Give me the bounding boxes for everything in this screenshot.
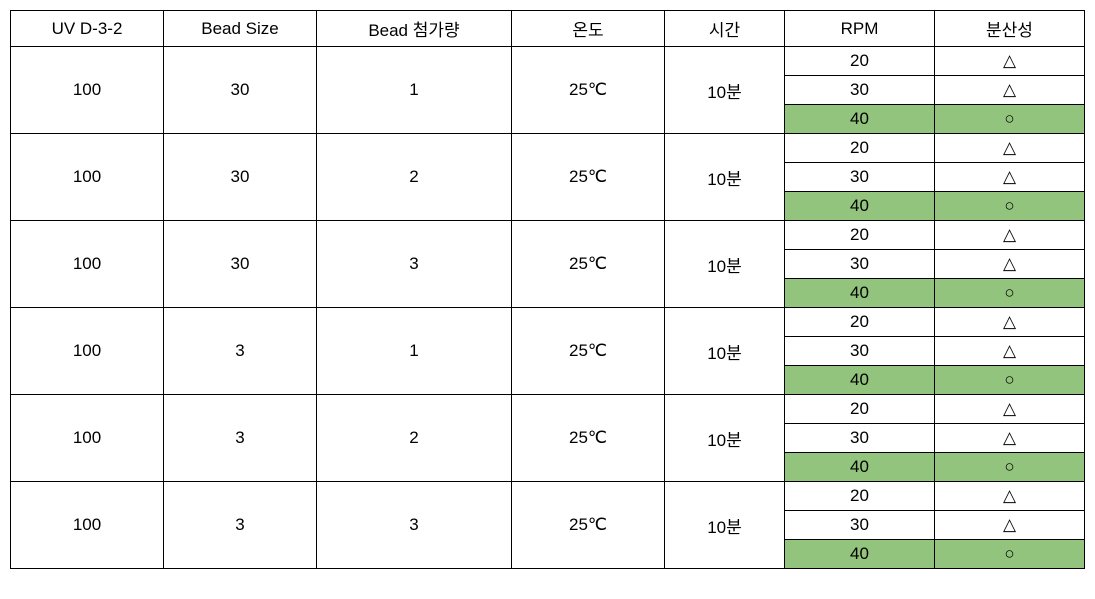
header-rpm: RPM <box>785 11 935 47</box>
cell-disp: △ <box>935 250 1085 279</box>
cell-rpm: 40 <box>785 540 935 569</box>
cell-rpm: 40 <box>785 366 935 395</box>
cell-uv: 100 <box>11 395 164 482</box>
cell-temp: 25℃ <box>512 47 665 134</box>
cell-disp: △ <box>935 76 1085 105</box>
cell-disp: ○ <box>935 366 1085 395</box>
table-body: 10030125℃10분20△30△40○10030225℃10분20△30△4… <box>11 47 1085 569</box>
cell-bead-add: 2 <box>317 395 512 482</box>
cell-disp: ○ <box>935 105 1085 134</box>
cell-disp: △ <box>935 482 1085 511</box>
cell-bead-size: 3 <box>164 308 317 395</box>
table-row: 10030125℃10분20△ <box>11 47 1085 76</box>
cell-rpm: 20 <box>785 47 935 76</box>
cell-bead-add: 1 <box>317 47 512 134</box>
cell-rpm: 20 <box>785 221 935 250</box>
header-bead-add: Bead 첨가량 <box>317 11 512 47</box>
table-row: 1003325℃10분20△ <box>11 482 1085 511</box>
header-disp: 분산성 <box>935 11 1085 47</box>
cell-bead-size: 30 <box>164 134 317 221</box>
table-row: 1003225℃10분20△ <box>11 395 1085 424</box>
cell-disp: ○ <box>935 279 1085 308</box>
cell-rpm: 20 <box>785 308 935 337</box>
cell-uv: 100 <box>11 47 164 134</box>
table-row: 10030325℃10분20△ <box>11 221 1085 250</box>
cell-time: 10분 <box>665 308 785 395</box>
cell-bead-size: 30 <box>164 221 317 308</box>
cell-bead-add: 1 <box>317 308 512 395</box>
cell-disp: △ <box>935 163 1085 192</box>
cell-temp: 25℃ <box>512 308 665 395</box>
cell-bead-add: 3 <box>317 482 512 569</box>
cell-time: 10분 <box>665 482 785 569</box>
cell-disp: △ <box>935 308 1085 337</box>
cell-rpm: 20 <box>785 482 935 511</box>
cell-rpm: 30 <box>785 250 935 279</box>
cell-rpm: 40 <box>785 279 935 308</box>
cell-rpm: 30 <box>785 76 935 105</box>
header-bead-size: Bead Size <box>164 11 317 47</box>
table-header: UV D-3-2 Bead Size Bead 첨가량 온도 시간 RPM 분산… <box>11 11 1085 47</box>
header-temp: 온도 <box>512 11 665 47</box>
cell-time: 10분 <box>665 47 785 134</box>
cell-uv: 100 <box>11 221 164 308</box>
cell-bead-size: 30 <box>164 47 317 134</box>
cell-rpm: 20 <box>785 395 935 424</box>
cell-disp: ○ <box>935 453 1085 482</box>
cell-disp: △ <box>935 134 1085 163</box>
cell-disp: ○ <box>935 192 1085 221</box>
cell-disp: △ <box>935 424 1085 453</box>
cell-rpm: 30 <box>785 337 935 366</box>
table-row: 1003125℃10분20△ <box>11 308 1085 337</box>
cell-rpm: 30 <box>785 163 935 192</box>
cell-disp: △ <box>935 511 1085 540</box>
cell-rpm: 20 <box>785 134 935 163</box>
cell-disp: △ <box>935 47 1085 76</box>
cell-disp: △ <box>935 395 1085 424</box>
cell-bead-size: 3 <box>164 482 317 569</box>
cell-rpm: 40 <box>785 105 935 134</box>
cell-disp: △ <box>935 221 1085 250</box>
cell-temp: 25℃ <box>512 482 665 569</box>
cell-disp: △ <box>935 337 1085 366</box>
cell-uv: 100 <box>11 134 164 221</box>
cell-time: 10분 <box>665 395 785 482</box>
cell-bead-add: 3 <box>317 221 512 308</box>
cell-rpm: 40 <box>785 192 935 221</box>
cell-rpm: 30 <box>785 511 935 540</box>
cell-temp: 25℃ <box>512 221 665 308</box>
cell-rpm: 40 <box>785 453 935 482</box>
header-uv: UV D-3-2 <box>11 11 164 47</box>
table-row: 10030225℃10분20△ <box>11 134 1085 163</box>
cell-uv: 100 <box>11 308 164 395</box>
cell-temp: 25℃ <box>512 395 665 482</box>
header-time: 시간 <box>665 11 785 47</box>
cell-disp: ○ <box>935 540 1085 569</box>
data-table: UV D-3-2 Bead Size Bead 첨가량 온도 시간 RPM 분산… <box>10 10 1085 569</box>
cell-uv: 100 <box>11 482 164 569</box>
cell-time: 10분 <box>665 221 785 308</box>
cell-rpm: 30 <box>785 424 935 453</box>
cell-time: 10분 <box>665 134 785 221</box>
cell-bead-size: 3 <box>164 395 317 482</box>
cell-temp: 25℃ <box>512 134 665 221</box>
cell-bead-add: 2 <box>317 134 512 221</box>
